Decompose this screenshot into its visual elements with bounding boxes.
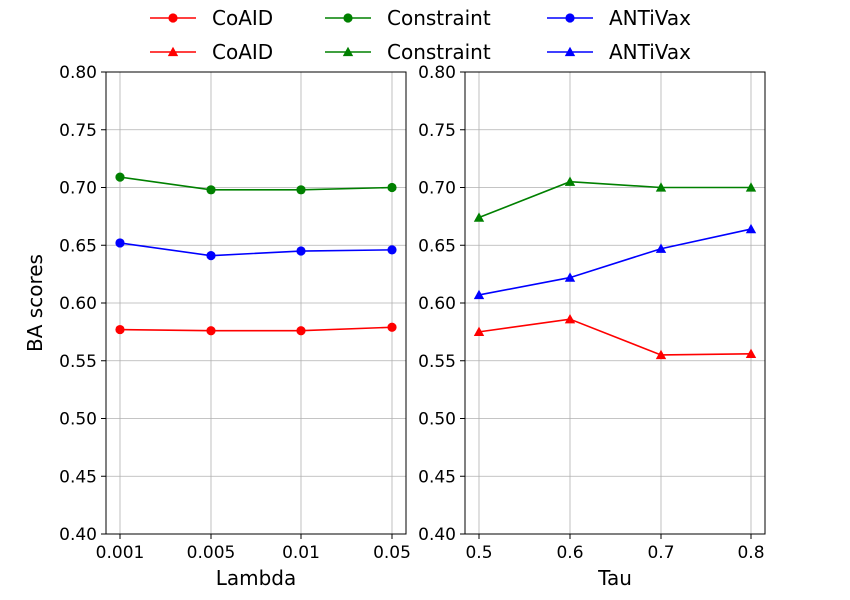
x-tick-label: 0.7	[647, 543, 674, 563]
y-tick-label: 0.80	[59, 63, 97, 83]
x-tick-label: 0.8	[737, 543, 764, 563]
data-point-constraint	[387, 182, 397, 193]
data-point-coaid	[115, 324, 125, 335]
y-tick-label: 0.50	[59, 410, 97, 430]
legend-marker-constraint	[343, 13, 353, 23]
y-tick-label: 0.45	[59, 467, 97, 487]
data-point-coaid	[387, 322, 397, 332]
y-tick-label: 0.70	[418, 179, 456, 199]
series-line-antivax	[119, 242, 393, 257]
series-line-coaid	[119, 326, 393, 332]
y-tick-label: 0.45	[418, 467, 456, 487]
x-tick-label: 0.005	[187, 543, 236, 563]
legend-marker-antivax	[564, 46, 576, 57]
data-point-constraint	[564, 176, 576, 186]
legend-label-antivax: ANTiVax	[609, 40, 691, 64]
legend-marker-constraint	[342, 46, 354, 57]
data-point-antivax	[296, 246, 306, 256]
data-point-antivax	[387, 245, 397, 255]
y-tick-label: 0.55	[418, 352, 456, 372]
legend-label-coaid: CoAID	[212, 40, 273, 64]
data-point-antivax	[206, 251, 216, 261]
data-point-antivax	[655, 243, 667, 253]
data-point-coaid	[564, 313, 576, 324]
x-tick-label: 0.001	[96, 543, 145, 563]
y-tick-label: 0.75	[418, 121, 456, 141]
y-tick-label: 0.65	[418, 236, 456, 256]
data-point-coaid	[473, 326, 485, 337]
data-point-constraint	[206, 185, 216, 195]
legend-marker-coaid	[167, 46, 179, 57]
data-point-constraint	[745, 182, 757, 192]
y-tick-label: 0.60	[418, 294, 456, 314]
y-tick-label: 0.60	[59, 294, 97, 314]
x-tick-label: 0.01	[282, 543, 320, 563]
data-point-constraint	[473, 212, 485, 222]
x-axis-label: Lambda	[216, 566, 297, 590]
series-line-constraint	[478, 180, 751, 219]
y-tick-label: 0.40	[59, 525, 97, 545]
legend: CoAID Constraint ANTiVax CoAID Constraint ANT…	[150, 6, 691, 64]
data-point-constraint	[115, 172, 125, 182]
x-tick-label: 0.6	[556, 543, 583, 563]
legend-marker-coaid	[168, 13, 178, 23]
legend-label-constraint: Constraint	[387, 40, 491, 64]
legend-label-antivax: ANTiVax	[609, 6, 691, 30]
data-point-antivax	[745, 223, 757, 234]
x-tick-label: 0.5	[465, 543, 492, 563]
series-line-antivax	[478, 228, 752, 296]
legend-label-constraint: Constraint	[387, 6, 491, 30]
data-point-coaid	[655, 349, 667, 360]
right-panel-tau: 0.40 0.45 0.50 0.55 0.60 0.65 0.70 0.75 0.80 0.5 0…	[418, 63, 766, 590]
left-panel-lambda: 0.40 0.45 0.50 0.55 0.60 0.65 0.70 0.75 0.80 0.00…	[23, 63, 411, 590]
y-axis-label: BA scores	[23, 254, 47, 352]
y-tick-label: 0.65	[59, 236, 97, 256]
data-point-coaid	[206, 326, 216, 336]
data-point-antivax	[564, 272, 576, 282]
y-tick-label: 0.50	[418, 410, 456, 430]
x-axis-label: Tau	[597, 566, 632, 590]
y-tick-label: 0.70	[59, 179, 97, 199]
x-tick-label: 0.05	[373, 543, 411, 563]
y-tick-label: 0.40	[418, 525, 456, 545]
series-line-constraint	[119, 176, 393, 191]
data-point-coaid	[745, 348, 757, 358]
data-point-coaid	[296, 326, 306, 336]
legend-label-coaid: CoAID	[212, 6, 273, 30]
series-line-coaid	[478, 318, 752, 356]
y-tick-label: 0.55	[59, 352, 97, 372]
data-point-antivax	[115, 238, 125, 248]
data-point-constraint	[655, 182, 667, 192]
data-point-constraint	[296, 185, 306, 195]
legend-marker-antivax	[565, 13, 575, 23]
data-point-antivax	[473, 289, 485, 300]
y-tick-label: 0.80	[418, 63, 456, 83]
y-tick-label: 0.75	[59, 121, 97, 141]
